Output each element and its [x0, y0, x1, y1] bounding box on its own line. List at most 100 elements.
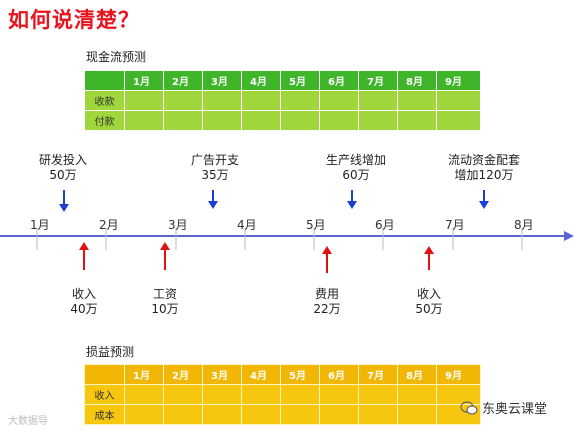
inflow-name: 收入 [71, 287, 96, 301]
table-cell [241, 404, 281, 425]
table-cell [124, 110, 164, 131]
table-cell [358, 384, 398, 405]
table-cell [163, 404, 203, 425]
inflow-revenue-1: 收入 40万 [58, 287, 110, 317]
month-header: 4月 [241, 70, 281, 91]
table-cell [241, 90, 281, 111]
inflow-amount: 10万 [151, 302, 179, 316]
down-arrow-icon [208, 190, 218, 209]
row-label-revenue: 收入 [84, 384, 125, 405]
table-cell [124, 404, 164, 425]
brand-logo: 东奥云课堂 [460, 398, 547, 417]
outflow-name: 生产线增加 [325, 153, 386, 167]
outflow-amount: 增加120万 [454, 168, 514, 182]
outflow-amount: 50万 [49, 168, 77, 182]
month-header: 5月 [280, 364, 320, 385]
table-cell [202, 404, 242, 425]
month-header: 2月 [163, 364, 203, 385]
table-cell [397, 90, 437, 111]
inflow-wages: 工资 10万 [139, 287, 191, 317]
inflow-name: 费用 [314, 287, 339, 301]
table-cell [397, 404, 437, 425]
table-cell [280, 110, 320, 131]
table-cell [319, 110, 359, 131]
cashflow-label: 现金流预测 [86, 50, 147, 64]
inflow-amount: 22万 [313, 302, 341, 316]
profit-label: 损益预测 [86, 345, 135, 359]
timeline-month: 4月 [237, 218, 257, 232]
table-cell [163, 90, 203, 111]
timeline-month: 1月 [30, 218, 50, 232]
inflow-name: 收入 [416, 287, 441, 301]
watermark-text: 大数据导 [8, 416, 48, 427]
wechat-icon [460, 400, 478, 415]
timeline-month: 3月 [168, 218, 188, 232]
outflow-name: 广告开支 [190, 153, 239, 167]
outflow-production: 生产线增加 60万 [316, 153, 396, 183]
table-cell [319, 384, 359, 405]
inflow-amount: 40万 [70, 302, 98, 316]
table-cell [280, 384, 320, 405]
down-arrow-icon [347, 190, 357, 209]
timeline-month: 2月 [99, 218, 119, 232]
month-header: 1月 [124, 364, 164, 385]
corner-cell [84, 70, 125, 91]
outflow-amount: 35万 [201, 168, 229, 182]
inflow-expenses: 费用 22万 [301, 287, 353, 317]
timeline-month: 8月 [514, 218, 534, 232]
outflow-amount: 60万 [342, 168, 370, 182]
month-header: 4月 [241, 364, 281, 385]
month-header: 5月 [280, 70, 320, 91]
up-arrow-icon [424, 246, 434, 270]
timeline-month: 5月 [306, 218, 326, 232]
table-cell [241, 384, 281, 405]
inflow-revenue-2: 收入 50万 [403, 287, 455, 317]
table-cell [319, 404, 359, 425]
corner-cell [84, 364, 125, 385]
timeline-arrowhead [564, 231, 574, 241]
up-arrow-icon [160, 242, 170, 270]
outflow-name: 流动资金配套 [447, 153, 520, 167]
table-cell [358, 110, 398, 131]
table-cell [124, 384, 164, 405]
table-cell [163, 384, 203, 405]
outflow-ads: 广告开支 35万 [182, 153, 248, 183]
month-header: 1月 [124, 70, 164, 91]
row-label-cost: 成本 [84, 404, 125, 425]
table-cell [202, 110, 242, 131]
profit-table: 1月 2月 3月 4月 5月 6月 7月 8月 9月 收入 成本 [84, 364, 481, 425]
down-arrow-icon [59, 190, 69, 212]
table-cell [163, 110, 203, 131]
outflow-name: 研发投入 [38, 153, 87, 167]
table-cell [358, 404, 398, 425]
table-cell [124, 90, 164, 111]
table-cell [319, 90, 359, 111]
timeline-month: 7月 [445, 218, 465, 232]
inflow-name: 工资 [152, 287, 177, 301]
page-title: 如何说清楚？ [8, 8, 140, 32]
month-header: 8月 [397, 364, 437, 385]
table-cell [436, 110, 481, 131]
row-label-payments: 付款 [84, 110, 125, 131]
row-label-receipts: 收款 [84, 90, 125, 111]
month-header: 6月 [319, 364, 359, 385]
month-header: 9月 [436, 364, 481, 385]
cashflow-table: 1月 2月 3月 4月 5月 6月 7月 8月 9月 收款 付款 [84, 70, 481, 131]
month-header: 7月 [358, 364, 398, 385]
month-header: 6月 [319, 70, 359, 91]
down-arrow-icon [479, 190, 489, 209]
up-arrow-icon [79, 242, 89, 270]
table-cell [202, 384, 242, 405]
outflow-working-capital: 流动资金配套 增加120万 [436, 153, 532, 183]
month-header: 9月 [436, 70, 481, 91]
table-cell [397, 110, 437, 131]
up-arrow-icon [322, 246, 332, 273]
month-header: 3月 [202, 364, 242, 385]
inflow-amount: 50万 [415, 302, 443, 316]
outflow-rd: 研发投入 50万 [30, 153, 96, 183]
brand-name: 东奥云课堂 [482, 402, 548, 417]
timeline-month: 6月 [375, 218, 395, 232]
table-cell [397, 384, 437, 405]
table-cell [202, 90, 242, 111]
